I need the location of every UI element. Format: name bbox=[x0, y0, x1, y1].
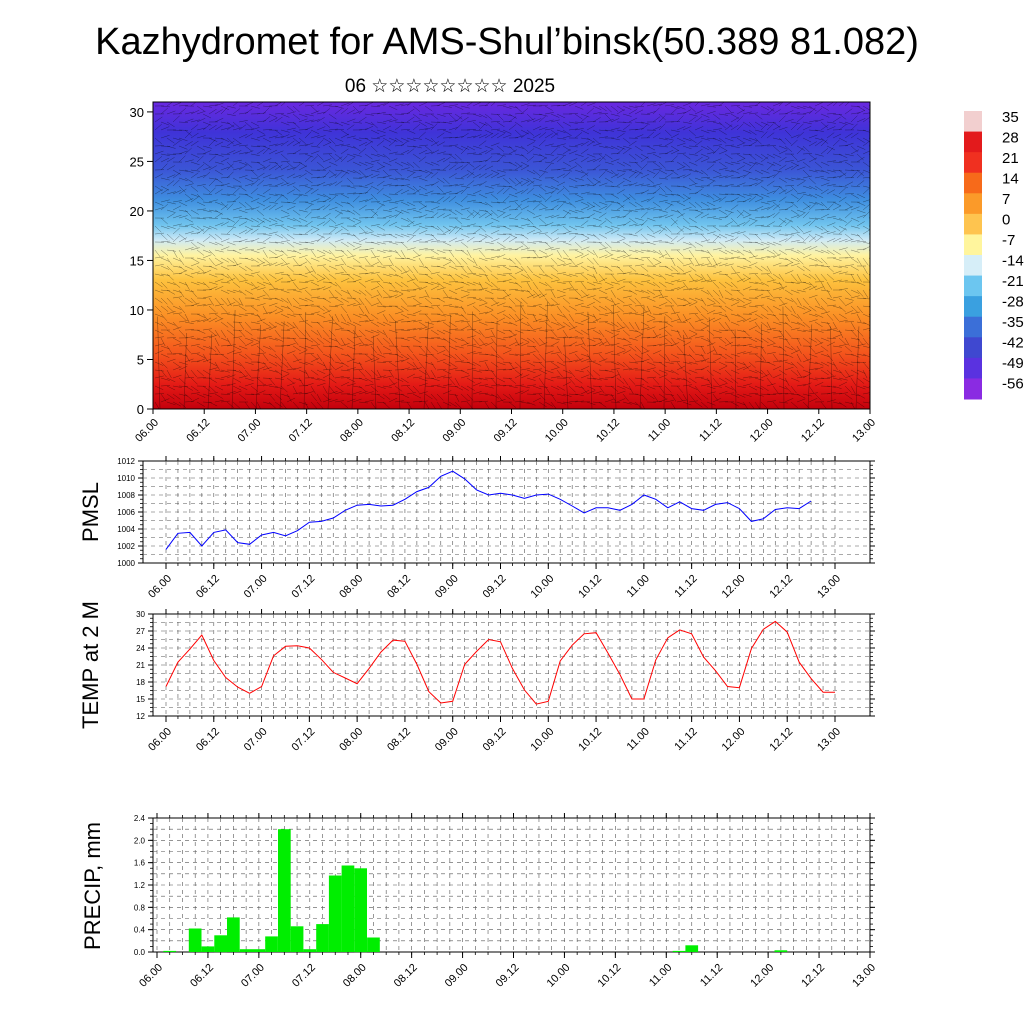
colorbar-label: 21 bbox=[1002, 150, 1019, 167]
colorbar-swatch bbox=[964, 193, 982, 214]
x-tick-label: 07.00 bbox=[242, 573, 270, 601]
colorbar-label: 7 bbox=[1002, 191, 1010, 208]
colorbar-swatch bbox=[964, 214, 982, 235]
y-tick-label: 1008 bbox=[117, 491, 135, 500]
x-tick-label: 09.00 bbox=[433, 573, 461, 601]
colorbar-label: 0 bbox=[1002, 212, 1010, 229]
x-tick-label: 09.12 bbox=[481, 573, 509, 601]
colorbar-swatch bbox=[964, 255, 982, 276]
y-tick-label: 5 bbox=[137, 352, 144, 367]
x-tick-label: 10.00 bbox=[528, 573, 556, 601]
x-tick-label: 12.12 bbox=[799, 417, 827, 445]
colorbar-swatch bbox=[964, 234, 982, 255]
y-tick-label: 25 bbox=[130, 154, 144, 169]
y-tick-label: 15 bbox=[130, 253, 144, 268]
y-tick-label: 0 bbox=[137, 402, 144, 417]
x-tick-label: 12.00 bbox=[720, 573, 748, 601]
x-tick-label: 11.00 bbox=[646, 417, 673, 444]
pmsl-ylabel: PMSL bbox=[78, 482, 103, 542]
x-tick-label: 10.00 bbox=[543, 417, 571, 445]
x-tick-label: 13.00 bbox=[815, 573, 843, 601]
colorbar-swatch bbox=[964, 111, 982, 132]
x-tick-label: 11.12 bbox=[672, 573, 699, 600]
colorbar-label: -14 bbox=[1002, 253, 1024, 270]
chart-title: Kazhydromet for AMS-Shul’binsk(50.389 81… bbox=[95, 21, 919, 63]
colorbar-label: -42 bbox=[1002, 335, 1024, 352]
colorbar-swatch bbox=[964, 378, 982, 399]
colorbar-label: 28 bbox=[1002, 130, 1019, 147]
x-tick-label: 08.12 bbox=[385, 573, 413, 601]
y-tick-label: 1004 bbox=[117, 525, 135, 534]
colorbar-label: -7 bbox=[1002, 232, 1015, 249]
colorbar-swatch bbox=[964, 152, 982, 173]
x-tick-label: 08.12 bbox=[389, 417, 417, 445]
x-tick-label: 06.00 bbox=[133, 417, 161, 445]
y-tick-label: 1002 bbox=[117, 542, 135, 551]
colorbar-swatch bbox=[964, 358, 982, 379]
colorbar-label: -21 bbox=[1002, 273, 1024, 290]
x-tick-label: 06.12 bbox=[184, 417, 212, 445]
pmsl-panel: 1000 1002 1004 1006 1008 1010 1012 06.00 06.12 07… bbox=[117, 456, 875, 601]
colorbar-label: 35 bbox=[1002, 109, 1019, 126]
y-tick-label: 1000 bbox=[117, 559, 135, 568]
x-tick-label: 11.12 bbox=[697, 417, 724, 444]
x-tick-label: 09.12 bbox=[492, 417, 520, 445]
colorbar-swatch bbox=[964, 276, 982, 297]
x-tick-label: 10.12 bbox=[594, 417, 622, 445]
colorbar-swatch bbox=[964, 296, 982, 317]
x-tick-label: 13.00 bbox=[850, 417, 878, 445]
x-tick-label: 07.12 bbox=[290, 573, 318, 601]
y-tick-label: 1012 bbox=[117, 457, 135, 466]
x-tick-label: 10.12 bbox=[576, 573, 604, 601]
x-tick-label: 08.00 bbox=[338, 417, 366, 445]
x-tick-label: 12.12 bbox=[767, 573, 795, 601]
x-tick-label: 09.00 bbox=[440, 417, 468, 445]
x-tick-label: 11.00 bbox=[625, 573, 652, 600]
colorbar-label: -49 bbox=[1002, 355, 1024, 372]
colorbar: 35 28 21 14 7 0 -7 -14 -21 -28 -35 -42 -49 -56 bbox=[964, 109, 1024, 400]
y-tick-label: 1006 bbox=[117, 508, 135, 517]
colorbar-label: 14 bbox=[1002, 171, 1019, 188]
x-tick-label: 08.00 bbox=[337, 573, 365, 601]
vertical-section-panel: 0 5 10 15 20 25 30 06.00 06.12 07.00 07.12 08.00 08.… bbox=[130, 100, 879, 445]
chart-subtitle: 06 ☆☆☆☆☆☆☆☆ 2025 bbox=[345, 76, 555, 97]
colorbar-swatch bbox=[964, 317, 982, 338]
colorbar-label: -35 bbox=[1002, 314, 1024, 331]
colorbar-label: -28 bbox=[1002, 294, 1024, 311]
y-tick-label: 30 bbox=[130, 105, 144, 120]
x-tick-label: 07.00 bbox=[236, 417, 264, 445]
x-tick-label: 06.00 bbox=[146, 573, 174, 601]
colorbar-swatch bbox=[964, 132, 982, 153]
y-tick-label: 20 bbox=[130, 204, 144, 219]
y-tick-label: 1010 bbox=[117, 474, 135, 483]
colorbar-label: -56 bbox=[1002, 376, 1024, 393]
x-tick-label: 06.12 bbox=[194, 573, 222, 601]
colorbar-swatch bbox=[964, 337, 982, 358]
x-tick-label: 07.12 bbox=[287, 417, 315, 445]
x-tick-label: 12.00 bbox=[748, 417, 776, 445]
colorbar-swatch bbox=[964, 173, 982, 194]
y-tick-label: 10 bbox=[130, 303, 144, 318]
